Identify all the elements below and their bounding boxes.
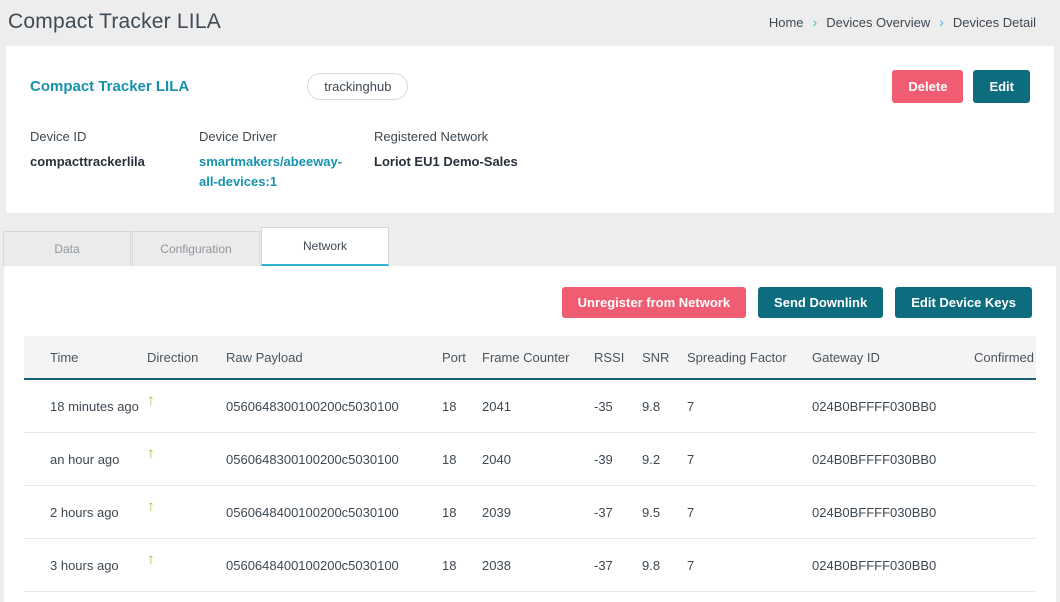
uplink-arrow-icon: ↑	[147, 450, 155, 462]
cell-port: 18	[442, 504, 457, 520]
breadcrumb-devices-overview[interactable]: Devices Overview	[826, 14, 931, 30]
cell-raw-payload: 0560648400100200c5030100	[226, 557, 399, 573]
cell-port: 18	[442, 451, 457, 467]
uplink-arrow-icon: ↑	[147, 397, 155, 409]
cell-snr: 9.8	[642, 398, 661, 414]
table-row[interactable]: 2 hours ago ↑ 0560648400100200c5030100 1…	[24, 486, 1036, 539]
cell-raw-payload: 0560648400100200c5030100	[226, 504, 399, 520]
top-bar: Compact Tracker LILA Home › Devices Over…	[0, 0, 1060, 44]
cell-snr: 9.8	[642, 557, 661, 573]
column-header-confirmed: Confirmed	[974, 349, 1034, 365]
cell-frame-counter: 2038	[482, 557, 511, 573]
cell-rssi: -39	[594, 451, 613, 467]
send-downlink-button[interactable]: Send Downlink	[758, 287, 884, 318]
tab-configuration[interactable]: Configuration	[132, 231, 260, 266]
network-actions: Unregister from Network Send Downlink Ed…	[4, 266, 1056, 318]
device-fields: Device ID compacttrackerlila Device Driv…	[6, 103, 1054, 191]
column-header-frame-counter: Frame Counter	[482, 349, 570, 365]
column-header-spreading-factor: Spreading Factor	[687, 349, 787, 365]
cell-port: 18	[442, 557, 457, 573]
cell-time: 2 hours ago	[50, 504, 119, 520]
cell-gateway-id: 024B0BFFFF030BB0	[812, 557, 937, 573]
cell-time: an hour ago	[50, 451, 120, 467]
device-tag-badge: trackinghub	[307, 73, 409, 100]
uplink-arrow-icon: ↑	[147, 503, 155, 515]
cell-raw-payload: 0560648300100200c5030100	[226, 398, 399, 414]
tab-bar: Data Configuration Network	[3, 227, 1056, 266]
field-registered-network: Registered Network Loriot EU1 Demo-Sales	[374, 129, 518, 191]
breadcrumb: Home › Devices Overview › Devices Detail	[769, 15, 1050, 30]
device-id-value: compacttrackerlila	[30, 154, 145, 169]
chevron-right-icon: ›	[812, 14, 818, 30]
chevron-right-icon: ›	[939, 14, 944, 30]
table-row[interactable]: an hour ago ↑ 0560648300100200c5030100 1…	[24, 433, 1036, 486]
field-label: Device Driver	[199, 129, 278, 144]
cell-snr: 9.2	[642, 451, 661, 467]
device-card: Compact Tracker LILA trackinghub Delete …	[6, 46, 1054, 213]
cell-rssi: -37	[594, 504, 613, 520]
cell-direction: ↑	[147, 450, 226, 468]
field-label: Registered Network	[374, 129, 489, 144]
table-row[interactable]: 18 minutes ago ↑ 0560648300100200c503010…	[24, 380, 1036, 433]
column-header-rssi: RSSI	[594, 349, 625, 365]
cell-spreading-factor: 7	[687, 451, 695, 467]
breadcrumb-devices-detail: Devices Detail	[952, 14, 1036, 30]
field-device-driver: Device Driver smartmakers/abeeway-all-de…	[199, 129, 374, 191]
edit-device-keys-button[interactable]: Edit Device Keys	[895, 287, 1032, 318]
field-device-id: Device ID compacttrackerlila	[30, 129, 199, 191]
cell-direction: ↑	[147, 556, 226, 574]
cell-gateway-id: 024B0BFFFF030BB0	[812, 504, 937, 520]
column-header-port: Port	[442, 349, 466, 365]
column-header-raw-payload: Raw Payload	[226, 349, 303, 365]
cell-frame-counter: 2040	[482, 451, 511, 467]
device-driver-link[interactable]: smartmakers/abeeway-all-devices:1	[199, 154, 343, 189]
cell-gateway-id: 024B0BFFFF030BB0	[812, 398, 937, 414]
cell-gateway-id: 024B0BFFFF030BB0	[812, 451, 937, 467]
field-label: Device ID	[30, 129, 87, 144]
cell-time: 3 hours ago	[50, 557, 119, 573]
column-header-direction: Direction	[147, 349, 199, 365]
table-row[interactable]: 3 hours ago ↑ 0560648400100200c5030100 1…	[24, 539, 1036, 592]
cell-spreading-factor: 7	[687, 504, 695, 520]
cell-rssi: -37	[594, 557, 613, 573]
cell-direction: ↑	[147, 397, 226, 415]
cell-raw-payload: 0560648300100200c5030100	[226, 451, 399, 467]
tab-network[interactable]: Network	[261, 227, 389, 266]
cell-direction: ↑	[147, 503, 226, 521]
cell-time: 18 minutes ago	[50, 398, 139, 414]
uplink-arrow-icon: ↑	[147, 556, 155, 568]
cell-frame-counter: 2041	[482, 398, 511, 414]
cell-spreading-factor: 7	[687, 398, 695, 414]
column-header-snr: SNR	[642, 349, 670, 365]
cell-spreading-factor: 7	[687, 557, 695, 573]
device-name: Compact Tracker LILA	[30, 78, 190, 95]
table-header-row: Time Direction Raw Payload Port Frame Co…	[24, 336, 1036, 380]
edit-button[interactable]: Edit	[973, 70, 1030, 103]
registered-network-value: Loriot EU1 Demo-Sales	[374, 154, 518, 169]
table-body: 18 minutes ago ↑ 0560648300100200c503010…	[24, 380, 1036, 592]
cell-rssi: -35	[594, 398, 613, 414]
tab-data[interactable]: Data	[3, 231, 131, 266]
cell-port: 18	[442, 398, 457, 414]
breadcrumb-home[interactable]: Home	[768, 14, 804, 30]
device-card-header: Compact Tracker LILA trackinghub Delete …	[6, 46, 1054, 103]
unregister-from-network-button[interactable]: Unregister from Network	[561, 287, 747, 318]
column-header-time: Time	[50, 349, 79, 365]
cell-snr: 9.5	[642, 504, 661, 520]
page-title: Compact Tracker LILA	[8, 10, 221, 33]
network-tab-panel: Unregister from Network Send Downlink Ed…	[4, 266, 1056, 602]
uplink-table: Time Direction Raw Payload Port Frame Co…	[24, 336, 1036, 592]
delete-button[interactable]: Delete	[892, 70, 964, 103]
cell-frame-counter: 2039	[482, 504, 511, 520]
column-header-gateway-id: Gateway ID	[812, 349, 880, 365]
